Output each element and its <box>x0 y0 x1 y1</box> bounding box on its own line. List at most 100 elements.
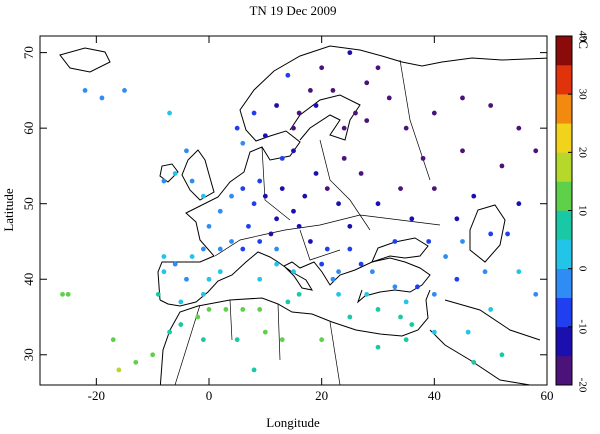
x-tick-label: 20 <box>315 388 328 403</box>
colorbar-tick-label: 30 <box>576 89 588 101</box>
station-point <box>251 367 257 373</box>
station-point <box>167 110 172 116</box>
x-tick-label: 60 <box>541 388 554 403</box>
colorbar-tick-label: -10 <box>576 319 588 334</box>
station-point <box>234 337 240 343</box>
station-point <box>268 231 274 237</box>
station-point <box>229 193 234 199</box>
colorbar-tick-label: 40 <box>576 31 588 43</box>
station-point <box>324 246 330 252</box>
colorbar-segment <box>556 36 572 66</box>
station-point <box>488 103 494 108</box>
station-point <box>155 291 161 297</box>
station-point <box>308 239 313 244</box>
station-point <box>431 186 437 191</box>
station-point <box>516 201 522 207</box>
station-point <box>375 65 381 71</box>
station-point <box>257 276 263 282</box>
station-point <box>364 80 370 86</box>
station-point <box>302 193 308 199</box>
colorbar-tick-label: 10 <box>576 205 588 217</box>
colorbar-segment <box>556 210 572 240</box>
station-point <box>240 140 246 146</box>
colorbar-segment <box>556 152 572 182</box>
y-axis-label: Latitude <box>1 188 16 232</box>
station-point <box>347 246 353 252</box>
station-point <box>319 337 325 343</box>
station-point <box>240 307 246 312</box>
station-point <box>279 186 285 191</box>
station-point <box>465 329 471 335</box>
station-point <box>229 239 234 244</box>
colorbar-segment <box>556 355 572 386</box>
station-point <box>285 72 291 78</box>
station-point <box>336 201 341 207</box>
x-tick-label: 40 <box>428 388 441 403</box>
colorbar-label: °C <box>576 35 591 49</box>
station-point <box>274 246 279 252</box>
colorbar-segment <box>556 268 572 299</box>
colorbar-tick-label: -20 <box>576 378 588 393</box>
x-axis-label: Longitude <box>266 415 320 430</box>
station-point <box>358 171 364 176</box>
station-point <box>161 269 167 275</box>
station-point <box>172 171 178 176</box>
station-point <box>420 155 426 161</box>
station-point <box>279 155 285 161</box>
station-point <box>347 314 353 320</box>
station-point <box>308 87 313 93</box>
station-point <box>341 125 347 131</box>
colorbar-segment <box>556 94 572 124</box>
station-point <box>65 291 71 297</box>
station-point <box>516 125 522 131</box>
y-tick-label: 60 <box>21 122 36 135</box>
station-point <box>206 307 212 312</box>
station-point <box>296 110 302 116</box>
colorbar-tick-label: 20 <box>576 147 588 159</box>
station-point <box>262 329 268 335</box>
colorbar-segment <box>556 239 572 269</box>
station-point <box>313 103 319 108</box>
station-point <box>398 186 403 191</box>
station-point <box>499 163 505 169</box>
station-point <box>240 186 246 191</box>
station-point <box>488 231 494 237</box>
station-point <box>460 95 465 101</box>
colorbar-segment <box>556 297 572 328</box>
station-point <box>234 125 240 131</box>
x-tick-label: -20 <box>88 388 105 403</box>
station-point <box>403 337 409 343</box>
station-point <box>161 178 167 184</box>
station-point <box>99 95 105 101</box>
station-point <box>403 299 409 305</box>
station-point <box>364 291 370 297</box>
station-point <box>291 269 296 275</box>
station-point <box>426 239 432 244</box>
station-point <box>116 367 122 373</box>
station-point <box>364 118 370 124</box>
station-point <box>516 269 522 275</box>
station-point <box>200 291 206 297</box>
station-point <box>431 110 437 116</box>
station-point <box>358 261 364 267</box>
station-point <box>330 87 336 93</box>
station-point <box>223 307 229 312</box>
station-point <box>251 201 257 207</box>
station-point <box>206 223 212 229</box>
station-point <box>274 103 279 108</box>
station-point <box>330 276 336 282</box>
station-point <box>431 329 437 335</box>
station-point <box>347 223 353 229</box>
station-point <box>415 284 420 290</box>
chart-title: TN 19 Dec 2009 <box>249 3 336 18</box>
colorbar-segment <box>556 65 572 95</box>
colorbar-segment <box>556 181 572 211</box>
station-point <box>347 50 353 56</box>
station-point <box>341 155 347 161</box>
station-point <box>319 65 325 71</box>
station-point <box>409 216 415 222</box>
x-tick-label: 0 <box>206 388 213 403</box>
station-point <box>279 337 285 343</box>
station-point <box>274 216 279 222</box>
station-point <box>460 148 465 154</box>
